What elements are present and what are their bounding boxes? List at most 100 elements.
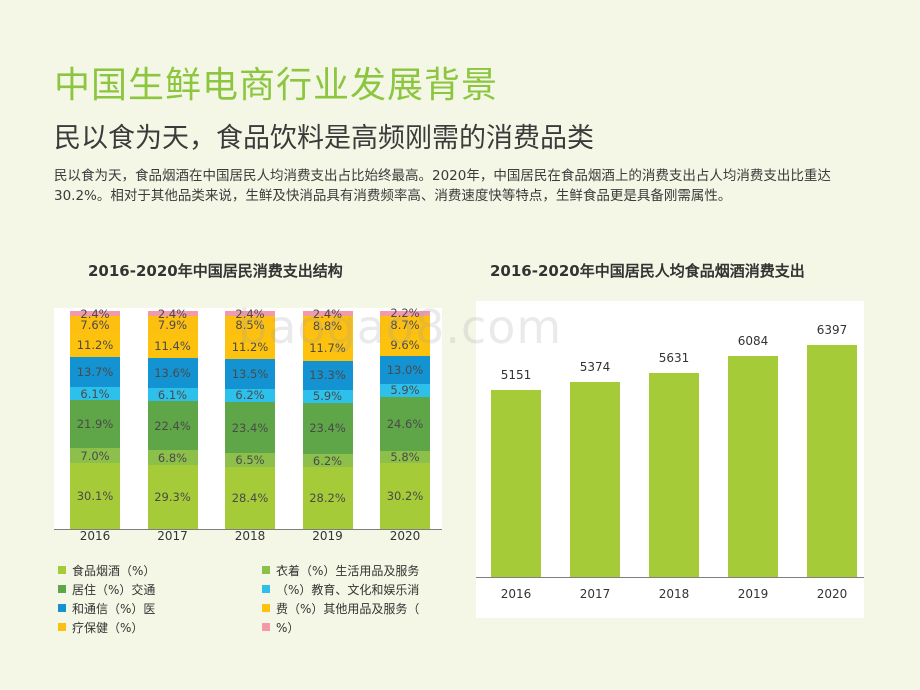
segment-data-label: 29.3%	[154, 490, 191, 505]
segment-data-label: 5.9%	[312, 389, 343, 404]
legend-swatch	[58, 585, 66, 593]
x-tick-label: 2016	[500, 587, 532, 601]
segment-data-label: 11.2%	[76, 338, 114, 352]
segment-data-label: 2.4%	[157, 306, 188, 321]
stack-segment: 6.2%	[302, 453, 353, 468]
bar-data-label: 6084	[737, 334, 769, 349]
bar-data-label: 5151	[500, 367, 532, 382]
stack-segment: 2.4%	[225, 307, 275, 321]
stack-segment: 7.0%	[70, 448, 120, 464]
legend-label: 和通信（%）医	[72, 601, 156, 616]
stack-segment: 6.8%	[147, 450, 198, 466]
x-tick-label: 2019	[312, 529, 343, 543]
segment-data-label: 6.2%	[235, 388, 265, 403]
legend-swatch	[262, 604, 270, 612]
x-tick-label: 2020	[816, 587, 848, 601]
stack-segment: 2.4%	[70, 307, 120, 321]
stack-segment: 28.2%	[302, 467, 353, 529]
stack-segment: 13.7%	[70, 357, 120, 388]
legend-label: 疗保健（%）	[72, 620, 144, 635]
legend-item: 居住（%）交通	[58, 580, 155, 598]
bar	[649, 372, 699, 577]
stack-segment: 11.2%	[225, 334, 275, 360]
stack-segment: 8.8%	[302, 316, 353, 336]
stack-segment: 2.4%	[147, 307, 198, 321]
bar	[491, 389, 541, 577]
stack-segment: 6.2%	[225, 388, 275, 403]
segment-data-label: 13.0%	[386, 362, 424, 377]
stack-segment: 13.6%	[147, 358, 198, 389]
watermark: baogao8.com	[238, 300, 563, 354]
stack-segment: 7.6%	[70, 316, 120, 333]
bar-data-label: 6397	[816, 322, 848, 337]
page-subtitle: 民以食为天，食品饮料是高频刚需的消费品类	[54, 123, 594, 154]
legend-swatch	[58, 566, 66, 574]
chart1-plot-area: 30.1% 7.0% 21.9% 6.1% 13.7% 11.2% 7.6% 2.4% 29.3…	[54, 306, 442, 529]
segment-data-label: 6.2%	[312, 453, 343, 468]
stack-segment: 8.7%	[380, 315, 430, 335]
stack-segment: 5.8%	[380, 449, 430, 464]
bar	[570, 381, 620, 577]
segment-data-label: 13.7%	[76, 365, 114, 380]
segment-data-label: 9.6%	[390, 338, 420, 353]
stack-segment: 13.5%	[225, 359, 275, 389]
segment-data-label: 13.3%	[309, 368, 346, 383]
segment-data-label: 30.1%	[76, 489, 114, 504]
legend-swatch	[262, 623, 270, 631]
legend-item: 疗保健（%）	[58, 618, 143, 636]
segment-data-label: 7.6%	[80, 317, 110, 332]
segment-data-label: 11.4%	[154, 338, 191, 353]
x-axis-line	[476, 577, 864, 578]
stack-segment: 24.6%	[380, 396, 430, 451]
segment-data-label: 2.2%	[390, 306, 420, 321]
x-tick-label: 2018	[658, 587, 690, 601]
stack-segment: 5.9%	[302, 389, 353, 404]
description-text: 民以食为天，食品烟酒在中国居民人均消费支出占比始终最高。2020年，中国居民在食…	[54, 168, 831, 204]
segment-data-label: 2.4%	[235, 306, 265, 321]
segment-data-label: 6.5%	[235, 453, 265, 468]
segment-data-label: 5.8%	[390, 449, 420, 464]
stack-segment: 11.7%	[302, 335, 353, 361]
segment-data-label: 2.4%	[80, 306, 110, 321]
segment-data-label: 21.9%	[76, 417, 114, 432]
chart2-title: 2016-2020年中国居民人均食品烟酒消费支出	[490, 262, 805, 280]
legend-label: 居住（%）交通	[72, 582, 156, 597]
bar	[807, 344, 857, 577]
page-title: 中国生鲜电商行业发展背景	[54, 65, 499, 106]
segment-data-label: 6.1%	[80, 386, 110, 401]
segment-data-label: 22.4%	[154, 418, 191, 433]
stack-segment: 21.9%	[70, 400, 120, 449]
stack-segment: 2.2%	[380, 306, 430, 320]
chart2-plot-area: 5151 2016 5374 2017 5631 2018 6084 2019 6397 2020	[476, 301, 864, 618]
segment-data-label: 11.2%	[231, 339, 269, 354]
segment-data-label: 11.7%	[309, 341, 346, 356]
segment-data-label: 2.4%	[312, 306, 343, 321]
legend-swatch	[58, 623, 66, 631]
x-tick-label: 2016	[79, 529, 111, 543]
x-axis-line	[54, 529, 442, 530]
bar-data-label: 5631	[658, 350, 690, 365]
bar-data-label: 5374	[579, 359, 611, 374]
stack-segment: 30.1%	[70, 463, 120, 529]
segment-data-label: 7.0%	[80, 448, 110, 463]
stack-segment: 6.5%	[225, 452, 275, 468]
stack-segment: 22.4%	[147, 401, 198, 451]
legend-item: 衣着（%）生活用品及服务	[262, 561, 419, 579]
stack-segment: 5.9%	[380, 383, 430, 397]
stack-segment: 6.1%	[147, 388, 198, 402]
segment-data-label: 24.6%	[386, 416, 424, 431]
x-tick-label: 2017	[157, 529, 188, 543]
stack-segment: 30.2%	[380, 463, 430, 529]
legend-label: 费（%）其他用品及服务（	[276, 601, 420, 616]
stack-segment: 23.4%	[225, 402, 275, 453]
x-tick-label: 2018	[234, 529, 266, 543]
stack-segment: 6.1%	[70, 386, 120, 401]
legend-item: 食品烟酒（%）	[58, 561, 155, 579]
legend-swatch	[262, 566, 270, 574]
legend-item: （%）教育、文化和娱乐消	[262, 580, 419, 598]
x-tick-label: 2019	[737, 587, 769, 601]
segment-data-label: 30.2%	[386, 489, 424, 504]
legend-label: 衣着（%）生活用品及服务	[276, 563, 420, 578]
stack-segment: 11.2%	[70, 332, 120, 358]
x-tick-label: 2017	[579, 587, 611, 601]
